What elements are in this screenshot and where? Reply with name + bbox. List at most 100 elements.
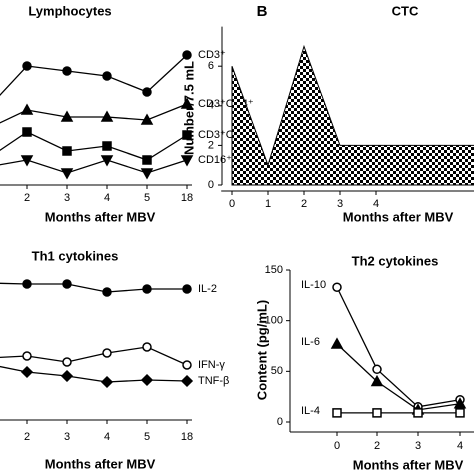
series-line [336,343,461,411]
marker [182,360,192,370]
x-axis-title: Months after MBV [353,457,464,472]
y-tick-label: 2 [208,139,214,151]
marker [62,66,72,76]
marker [140,373,154,387]
panel-title: Th2 cytokines [352,253,439,268]
x-tick-label: 0 [229,198,235,210]
marker [102,141,112,151]
y-tick-label: 100 [265,315,283,327]
marker [60,110,74,122]
series-label: IFN-γ [198,359,225,371]
series-label: IL-4 [301,405,320,417]
y-tick-label: 4 [208,100,214,112]
marker [102,348,112,358]
series-line [0,54,188,96]
x-axis-title: Months after MBV [45,209,156,224]
panel-title: Lymphocytes [28,3,111,18]
series-line [0,131,188,161]
marker [453,397,467,409]
series-label: CD3⁺ [198,49,226,61]
x-tick-label: 2 [301,198,307,210]
marker [62,357,72,367]
marker [180,155,194,167]
series-line [0,282,187,293]
series-line [336,286,461,408]
y-tick-label: 6 [208,60,214,72]
marker [332,282,342,292]
series-line [0,159,188,174]
x-tick-label: 4 [457,440,463,452]
x-tick-label: 4 [104,431,110,443]
marker [100,110,114,122]
x-tick-label: 2 [374,440,380,452]
series-line [0,346,188,366]
panel-title: CTC [392,3,419,18]
marker [142,87,152,97]
marker [372,408,382,418]
x-tick-label: 3 [337,198,343,210]
marker [22,61,32,71]
series-line [0,103,188,124]
marker [100,375,114,389]
x-axis-title: Months after MBV [343,209,454,224]
marker [22,279,32,289]
x-tick-label: 18 [181,431,193,443]
y-tick-label: 150 [265,264,283,276]
marker [102,287,112,297]
marker [370,374,384,387]
panel-title: Th1 cytokines [32,248,119,263]
y-tick-label: 0 [277,416,283,428]
x-tick-label: 4 [104,192,110,204]
x-axis-title: Months after MBV [45,456,156,471]
marker [22,127,32,137]
x-tick-label: 3 [64,431,70,443]
series-label: IL-6 [301,336,320,348]
marker [142,342,152,352]
series-line [0,365,188,383]
marker [60,369,74,383]
marker [180,374,194,388]
marker [372,364,382,375]
marker [455,408,465,418]
marker [140,168,154,180]
series-label: IL-10 [301,279,326,291]
marker [20,155,34,167]
marker [22,351,32,361]
x-tick-label: 2 [24,431,30,443]
area [231,44,474,186]
marker [180,97,194,109]
x-tick-label: 0 [334,440,340,452]
marker [100,155,114,167]
y-axis-title: Content (pg/mL) [254,300,269,400]
series-label: TNF-β [198,375,229,387]
marker [413,408,423,418]
x-tick-label: 5 [144,431,150,443]
marker [142,155,152,165]
marker [20,365,34,379]
marker [332,408,342,418]
y-tick-label: 0 [208,179,214,191]
marker [20,103,34,115]
marker [330,337,344,349]
panel-letter: B [257,3,268,20]
x-tick-label: 4 [373,198,379,210]
x-tick-label: 3 [64,192,70,204]
marker [62,279,72,289]
x-tick-label: 2 [24,192,30,204]
marker [140,113,154,125]
marker [60,168,74,180]
marker [182,130,192,140]
y-tick-label: 50 [271,365,283,377]
series-label: IL-2 [198,283,217,295]
marker [62,146,72,156]
marker [102,71,112,81]
marker [142,284,152,294]
marker [182,284,192,294]
x-tick-label: 1 [265,198,271,210]
x-tick-label: 18 [181,192,193,204]
marker [182,50,192,60]
x-tick-label: 5 [144,192,150,204]
x-tick-label: 3 [415,440,421,452]
